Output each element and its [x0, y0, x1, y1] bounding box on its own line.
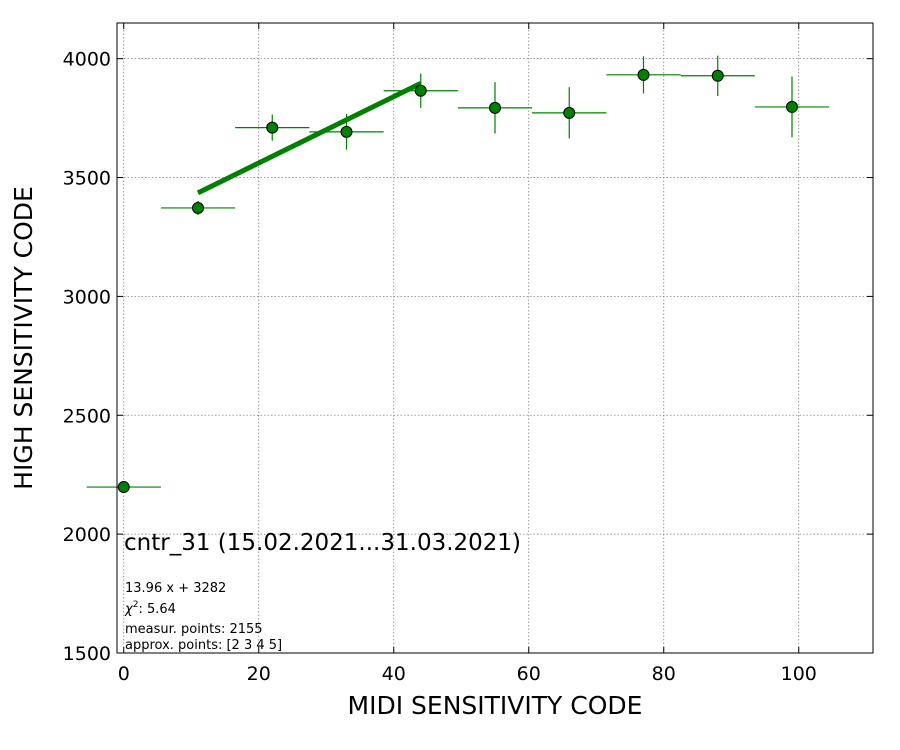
data-point — [711, 69, 724, 82]
annotation-approx-points: approx. points: [2 3 4 5] — [125, 638, 282, 653]
data-point — [786, 100, 798, 113]
y-tick-label: 1500 — [63, 643, 111, 665]
data-point — [192, 201, 204, 214]
fit-line — [196, 81, 422, 196]
x-tick-label: 100 — [781, 663, 817, 685]
annotation-title: cntr_31 (15.02.2021...31.03.2021) — [124, 530, 521, 556]
data-point — [340, 125, 353, 138]
data-point — [637, 68, 650, 81]
chi-superscript: 2 — [133, 600, 139, 610]
data-point — [266, 121, 279, 134]
data-point — [489, 101, 501, 114]
x-tick-label: 40 — [382, 663, 406, 685]
tick-labels: 0 20 40 60 80 100 1500 2000 2500 3000 3500 4000 — [63, 49, 817, 685]
y-tick-label: 4000 — [63, 49, 111, 71]
plot-frame — [116, 22, 874, 654]
chi-symbol: χ — [124, 602, 134, 617]
grid — [117, 23, 873, 654]
y-tick-label: 3500 — [63, 168, 111, 190]
chi-value: : 5.64 — [138, 602, 175, 617]
annotation-equation: 13.96 x + 3282 — [125, 581, 226, 596]
fit-line-group — [196, 81, 422, 196]
data-point — [117, 481, 130, 494]
data-point — [563, 106, 576, 119]
x-tick-label: 20 — [247, 663, 271, 685]
annotation-measur-points: measur. points: 2155 — [125, 622, 263, 637]
y-tick-label: 2500 — [63, 405, 111, 427]
y-axis-title: HIGH SENSITIVITY CODE — [9, 186, 38, 490]
x-tick-label: 60 — [517, 663, 541, 685]
y-tick-label: 2000 — [63, 524, 111, 546]
x-axis-title: MIDI SENSITIVITY CODE — [348, 691, 643, 720]
data-points — [117, 68, 798, 494]
y-tick-label: 3000 — [63, 286, 111, 308]
annotation-chi2: χ2: 5.64 — [124, 600, 176, 617]
x-tick-label: 0 — [118, 663, 130, 685]
x-tick-label: 80 — [652, 663, 676, 685]
data-point — [414, 84, 427, 97]
